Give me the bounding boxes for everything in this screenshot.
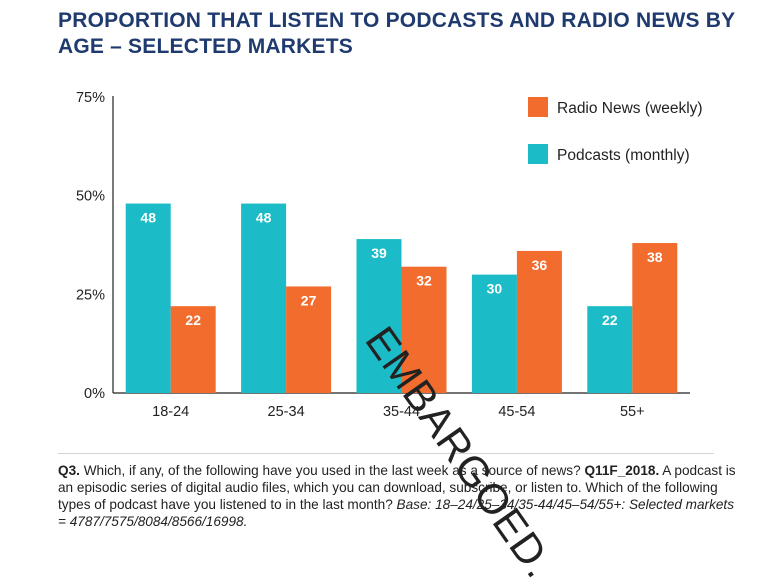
bar <box>401 266 447 393</box>
bar <box>241 203 287 393</box>
footer-divider <box>58 453 714 454</box>
x-tick-label: 18-24 <box>152 404 189 420</box>
label-layer: 48 22 48 27 39 32 30 36 22 38 <box>140 210 662 329</box>
x-tick-label: 25-34 <box>268 404 305 420</box>
chart-title: PROPORTION THAT LISTEN TO PODCASTS AND R… <box>58 9 735 58</box>
legend-label: Radio News (weekly) <box>557 100 703 117</box>
data-label: 30 <box>487 281 503 297</box>
data-label: 32 <box>416 273 432 289</box>
x-tick-label: 45-54 <box>498 404 535 420</box>
legend-swatch <box>528 97 548 117</box>
x-tick-label: 55+ <box>620 404 645 420</box>
bar <box>471 274 517 393</box>
question-code: Q11F_2018. <box>584 463 660 478</box>
data-label: 39 <box>371 245 387 261</box>
bar <box>170 306 216 393</box>
bar <box>587 306 633 393</box>
base-note: Base: 18–24/25–34/35-44/45–54/55+: Selec… <box>58 497 734 529</box>
data-label: 22 <box>185 312 201 328</box>
data-label: 48 <box>256 210 272 226</box>
data-label: 27 <box>301 292 317 308</box>
data-label: 38 <box>647 249 663 265</box>
question-label: Q3. <box>58 463 80 478</box>
x-tick-label: 35-44 <box>383 404 420 420</box>
bar <box>125 203 171 393</box>
y-tick-label: 25% <box>76 287 105 303</box>
data-label: 22 <box>602 312 618 328</box>
y-tick-label: 75% <box>76 90 105 106</box>
question-body: A podcast is an episodic series of digit… <box>58 463 736 512</box>
data-label: 48 <box>140 210 156 226</box>
y-tick-label: 50% <box>76 189 105 205</box>
bar <box>286 286 332 393</box>
question-text: Which, if any, of the following have you… <box>79 463 585 478</box>
bar-layer <box>125 203 678 393</box>
bar <box>516 250 562 393</box>
footnote: Q3. Which, if any, of the following have… <box>58 462 738 530</box>
legend: Radio News (weekly) Podcasts (monthly) <box>528 97 703 164</box>
bar <box>356 239 402 393</box>
data-label: 36 <box>532 257 548 273</box>
bar-chart: 0%25%50%75%18-24 25-34 35-44 45-54 55+ 48224… <box>76 90 703 420</box>
legend-swatch <box>528 144 548 164</box>
bar <box>632 243 678 393</box>
legend-label: Podcasts (monthly) <box>557 147 690 164</box>
y-tick-label: 0% <box>84 386 105 402</box>
